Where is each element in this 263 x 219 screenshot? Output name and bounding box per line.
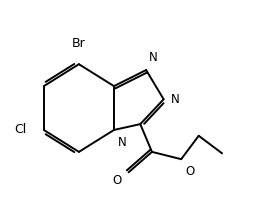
Text: Br: Br [72,37,86,49]
Text: N: N [149,51,158,64]
Text: O: O [112,174,122,187]
Text: O: O [186,165,195,178]
Text: Cl: Cl [14,124,26,136]
Text: N: N [118,136,127,149]
Text: N: N [171,93,180,106]
